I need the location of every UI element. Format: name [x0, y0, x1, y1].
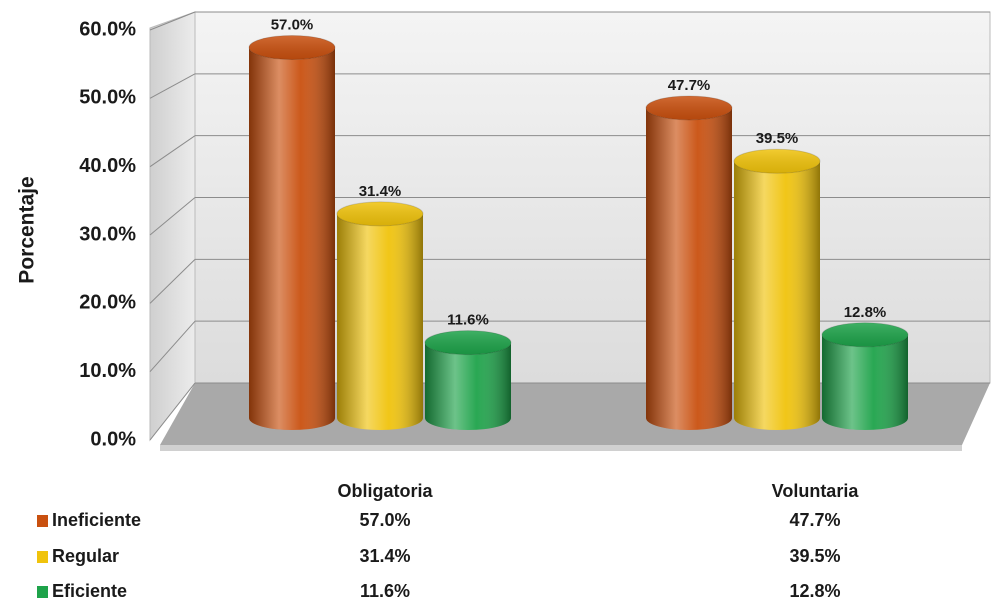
table-category: Voluntaria: [772, 481, 860, 501]
legend-label: Regular: [52, 546, 119, 566]
y-tick-label: 60.0%: [79, 18, 136, 40]
cylinder-top-shade: [425, 330, 511, 355]
cylinder-shade: [337, 213, 423, 430]
grid-line-side: [149, 258, 196, 304]
grid-line-side: [149, 382, 196, 441]
cylinder-top-shade: [646, 95, 732, 120]
table-value: 12.8%: [789, 581, 840, 601]
legend-swatch: [37, 586, 48, 598]
legend-label: Ineficiente: [52, 510, 141, 530]
cylinder-top-shade: [734, 149, 820, 174]
y-tick-label: 30.0%: [79, 223, 136, 245]
grid-line-side: [149, 320, 196, 372]
cylinder-shade: [646, 107, 732, 430]
cylinder-top-shade: [337, 201, 423, 226]
table-value: 11.6%: [360, 581, 410, 601]
data-label: 12.8%: [844, 304, 887, 321]
data-label: 11.6%: [447, 312, 489, 329]
cylinder-shade: [734, 161, 820, 430]
table-value: 31.4%: [359, 546, 410, 566]
cylinder-top-shade: [822, 322, 908, 347]
y-tick-label: 40.0%: [79, 155, 136, 177]
cylinder-shade: [822, 334, 908, 430]
y-tick-label: 0.0%: [90, 428, 136, 450]
grid-line-side: [149, 197, 196, 236]
data-label: 47.7%: [668, 77, 711, 94]
floor-edge: [160, 445, 962, 451]
y-tick-label: 10.0%: [79, 360, 136, 382]
grid-line-side: [149, 135, 196, 168]
y-tick-label: 50.0%: [79, 87, 136, 109]
y-tick-label: 20.0%: [79, 292, 136, 314]
data-label: 57.0%: [271, 16, 314, 33]
legend-swatch: [37, 551, 48, 563]
table-value: 47.7%: [789, 510, 840, 530]
cylinder-top-shade: [249, 35, 335, 60]
table-value: 39.5%: [789, 546, 840, 566]
legend-label: Eficiente: [52, 581, 127, 601]
table-category: Obligatoria: [337, 481, 433, 501]
table-value: 57.0%: [359, 510, 410, 530]
grid-line-side: [149, 73, 196, 99]
data-label: 31.4%: [359, 183, 402, 200]
y-axis-label: Porcentaje: [16, 176, 39, 283]
cylinder-shade: [425, 342, 511, 430]
legend-swatch: [37, 515, 48, 527]
grid-line-side: [149, 11, 196, 31]
data-label: 39.5%: [756, 130, 799, 147]
side-wall: [149, 11, 196, 442]
cylinder-shade: [249, 47, 335, 430]
plot: 0.0% 10.0% 20.0% 30.0% 40.0% 50.0% 60.0% 57.0% 3…: [37, 11, 990, 601]
